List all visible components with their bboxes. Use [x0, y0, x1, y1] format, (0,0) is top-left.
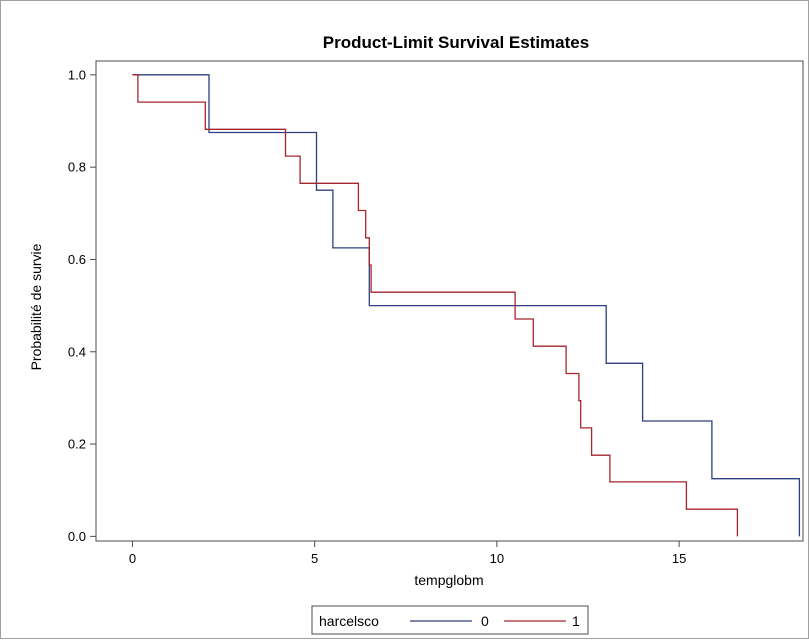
y-tick-label: 1.0: [68, 67, 86, 82]
y-tick-label: 0.8: [68, 160, 86, 175]
legend-label-series-0: 0: [481, 613, 489, 629]
x-axis-label: tempglobm: [414, 572, 483, 588]
x-tick-label: 10: [490, 551, 504, 566]
legend-label-series-1: 1: [572, 613, 580, 629]
chart-title: Product-Limit Survival Estimates: [323, 33, 589, 52]
legend-box: [311, 605, 589, 635]
x-tick-label: 15: [672, 551, 686, 566]
x-tick-label: 0: [129, 551, 136, 566]
y-axis: 0.0 0.2 0.4 0.6 0.8 1.0: [68, 67, 96, 544]
y-tick-label: 0.2: [68, 437, 86, 452]
legend: harcelsco 0 1: [311, 605, 589, 635]
series-line-1: [132, 74, 739, 537]
series-line-0: [132, 74, 801, 537]
y-axis-label: Probabilité de survie: [28, 243, 44, 370]
y-tick-label: 0.4: [68, 344, 86, 359]
x-axis: 0 5 10 15: [129, 541, 686, 566]
plot-area: [95, 60, 804, 542]
y-tick-label: 0.0: [68, 529, 86, 544]
legend-title: harcelsco: [319, 613, 379, 629]
series-lines: [132, 74, 801, 537]
y-tick-label: 0.6: [68, 252, 86, 267]
x-tick-label: 5: [311, 551, 318, 566]
